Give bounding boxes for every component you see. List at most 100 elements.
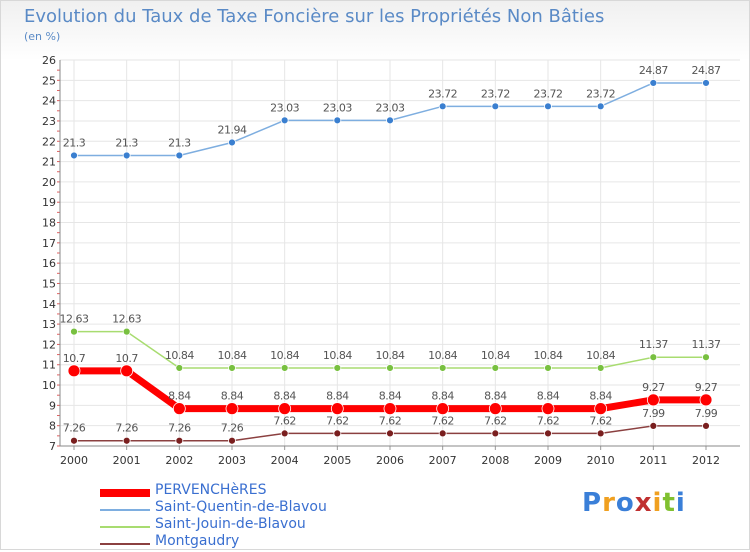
data-label: 10.84 xyxy=(586,349,615,362)
data-point xyxy=(646,393,660,407)
data-point xyxy=(67,364,81,378)
data-point xyxy=(120,364,134,378)
data-label: 7.62 xyxy=(326,414,349,427)
data-point xyxy=(386,429,394,438)
data-label: 10.84 xyxy=(218,349,247,362)
data-label: 10.84 xyxy=(481,349,510,362)
y-tick-label: 26 xyxy=(42,54,56,67)
legend-swatch xyxy=(100,489,150,497)
data-point xyxy=(649,353,658,362)
data-point xyxy=(175,151,184,160)
chart-title: Evolution du Taux de Taxe Foncière sur l… xyxy=(24,6,605,27)
data-label: 8.84 xyxy=(168,390,191,403)
data-point xyxy=(333,116,342,125)
data-point xyxy=(491,364,500,372)
data-label: 24.87 xyxy=(639,64,668,77)
data-point xyxy=(172,402,186,416)
data-label: 7.26 xyxy=(115,422,138,435)
data-label: 11.37 xyxy=(639,338,668,351)
y-tick-label: 13 xyxy=(42,318,56,331)
y-tick-label: 12 xyxy=(42,338,56,351)
data-point xyxy=(702,421,710,430)
x-tick-label: 2004 xyxy=(271,454,299,467)
data-label: 7.62 xyxy=(589,414,612,427)
data-point xyxy=(383,402,397,416)
data-label: 23.72 xyxy=(534,87,563,100)
data-label: 10.84 xyxy=(165,349,194,362)
data-point xyxy=(70,151,78,160)
data-point xyxy=(541,402,555,416)
legend-swatch xyxy=(100,543,150,545)
x-tick-label: 2000 xyxy=(60,454,88,467)
data-point xyxy=(649,79,658,87)
legend-swatch xyxy=(100,526,150,528)
data-label: 7.62 xyxy=(273,414,296,427)
x-tick-label: 2008 xyxy=(481,454,509,467)
data-point xyxy=(594,402,608,416)
x-tick-label: 2012 xyxy=(692,454,720,467)
data-label: 7.99 xyxy=(642,407,665,420)
data-label: 8.84 xyxy=(326,390,349,403)
x-tick-label: 2007 xyxy=(429,454,457,467)
x-tick-label: 2005 xyxy=(323,454,351,467)
data-point xyxy=(225,402,239,416)
data-point xyxy=(488,402,502,416)
data-label: 21.94 xyxy=(218,123,247,136)
data-point xyxy=(544,429,552,438)
data-point xyxy=(596,364,605,372)
data-label: 21.3 xyxy=(63,136,86,149)
data-label: 9.27 xyxy=(695,381,718,394)
data-label: 23.72 xyxy=(481,87,510,100)
data-label: 8.84 xyxy=(273,390,296,403)
y-tick-label: 7 xyxy=(49,440,56,453)
data-point xyxy=(491,102,500,111)
data-label: 10.84 xyxy=(534,349,563,362)
data-point xyxy=(70,436,78,445)
data-point xyxy=(333,429,342,438)
data-point xyxy=(280,116,289,125)
data-label: 10.7 xyxy=(115,352,138,365)
x-tick-label: 2001 xyxy=(113,454,141,467)
y-tick-label: 23 xyxy=(42,115,56,128)
x-tick-label: 2006 xyxy=(376,454,404,467)
legend-label: PERVENCHèRES xyxy=(155,482,267,498)
data-label: 7.62 xyxy=(484,414,507,427)
x-tick-label: 2002 xyxy=(165,454,193,467)
data-label: 10.7 xyxy=(63,352,86,365)
data-label: 7.26 xyxy=(63,422,86,435)
data-label: 8.84 xyxy=(379,390,402,403)
data-label: 7.99 xyxy=(695,407,718,420)
y-tick-label: 25 xyxy=(42,74,56,87)
data-point xyxy=(122,327,131,336)
data-label: 12.63 xyxy=(60,313,89,326)
y-tick-label: 21 xyxy=(42,156,56,169)
proxiti-logo: Proxiti xyxy=(582,488,686,518)
data-label: 8.84 xyxy=(484,390,507,403)
data-point xyxy=(228,436,236,445)
y-tick-label: 18 xyxy=(42,217,56,230)
y-tick-label: 16 xyxy=(42,257,56,270)
y-tick-label: 24 xyxy=(42,95,56,108)
x-tick-label: 2003 xyxy=(218,454,246,467)
data-point xyxy=(122,436,131,445)
data-point xyxy=(438,102,447,111)
data-point xyxy=(438,364,447,372)
data-point xyxy=(333,364,342,372)
data-point xyxy=(491,429,500,438)
data-label: 23.72 xyxy=(428,87,457,100)
data-point xyxy=(122,151,131,160)
legend-label: Saint-Jouin-de-Blavou xyxy=(155,516,306,532)
data-label: 7.62 xyxy=(431,414,454,427)
y-tick-label: 10 xyxy=(42,379,56,392)
data-point xyxy=(544,364,552,372)
y-tick-label: 22 xyxy=(42,135,56,148)
data-label: 8.84 xyxy=(221,390,244,403)
y-tick-label: 8 xyxy=(49,420,56,433)
x-tick-label: 2009 xyxy=(534,454,562,467)
data-point xyxy=(386,116,394,125)
y-tick-label: 20 xyxy=(42,176,56,189)
data-label: 7.26 xyxy=(221,422,244,435)
data-label: 23.72 xyxy=(586,87,615,100)
